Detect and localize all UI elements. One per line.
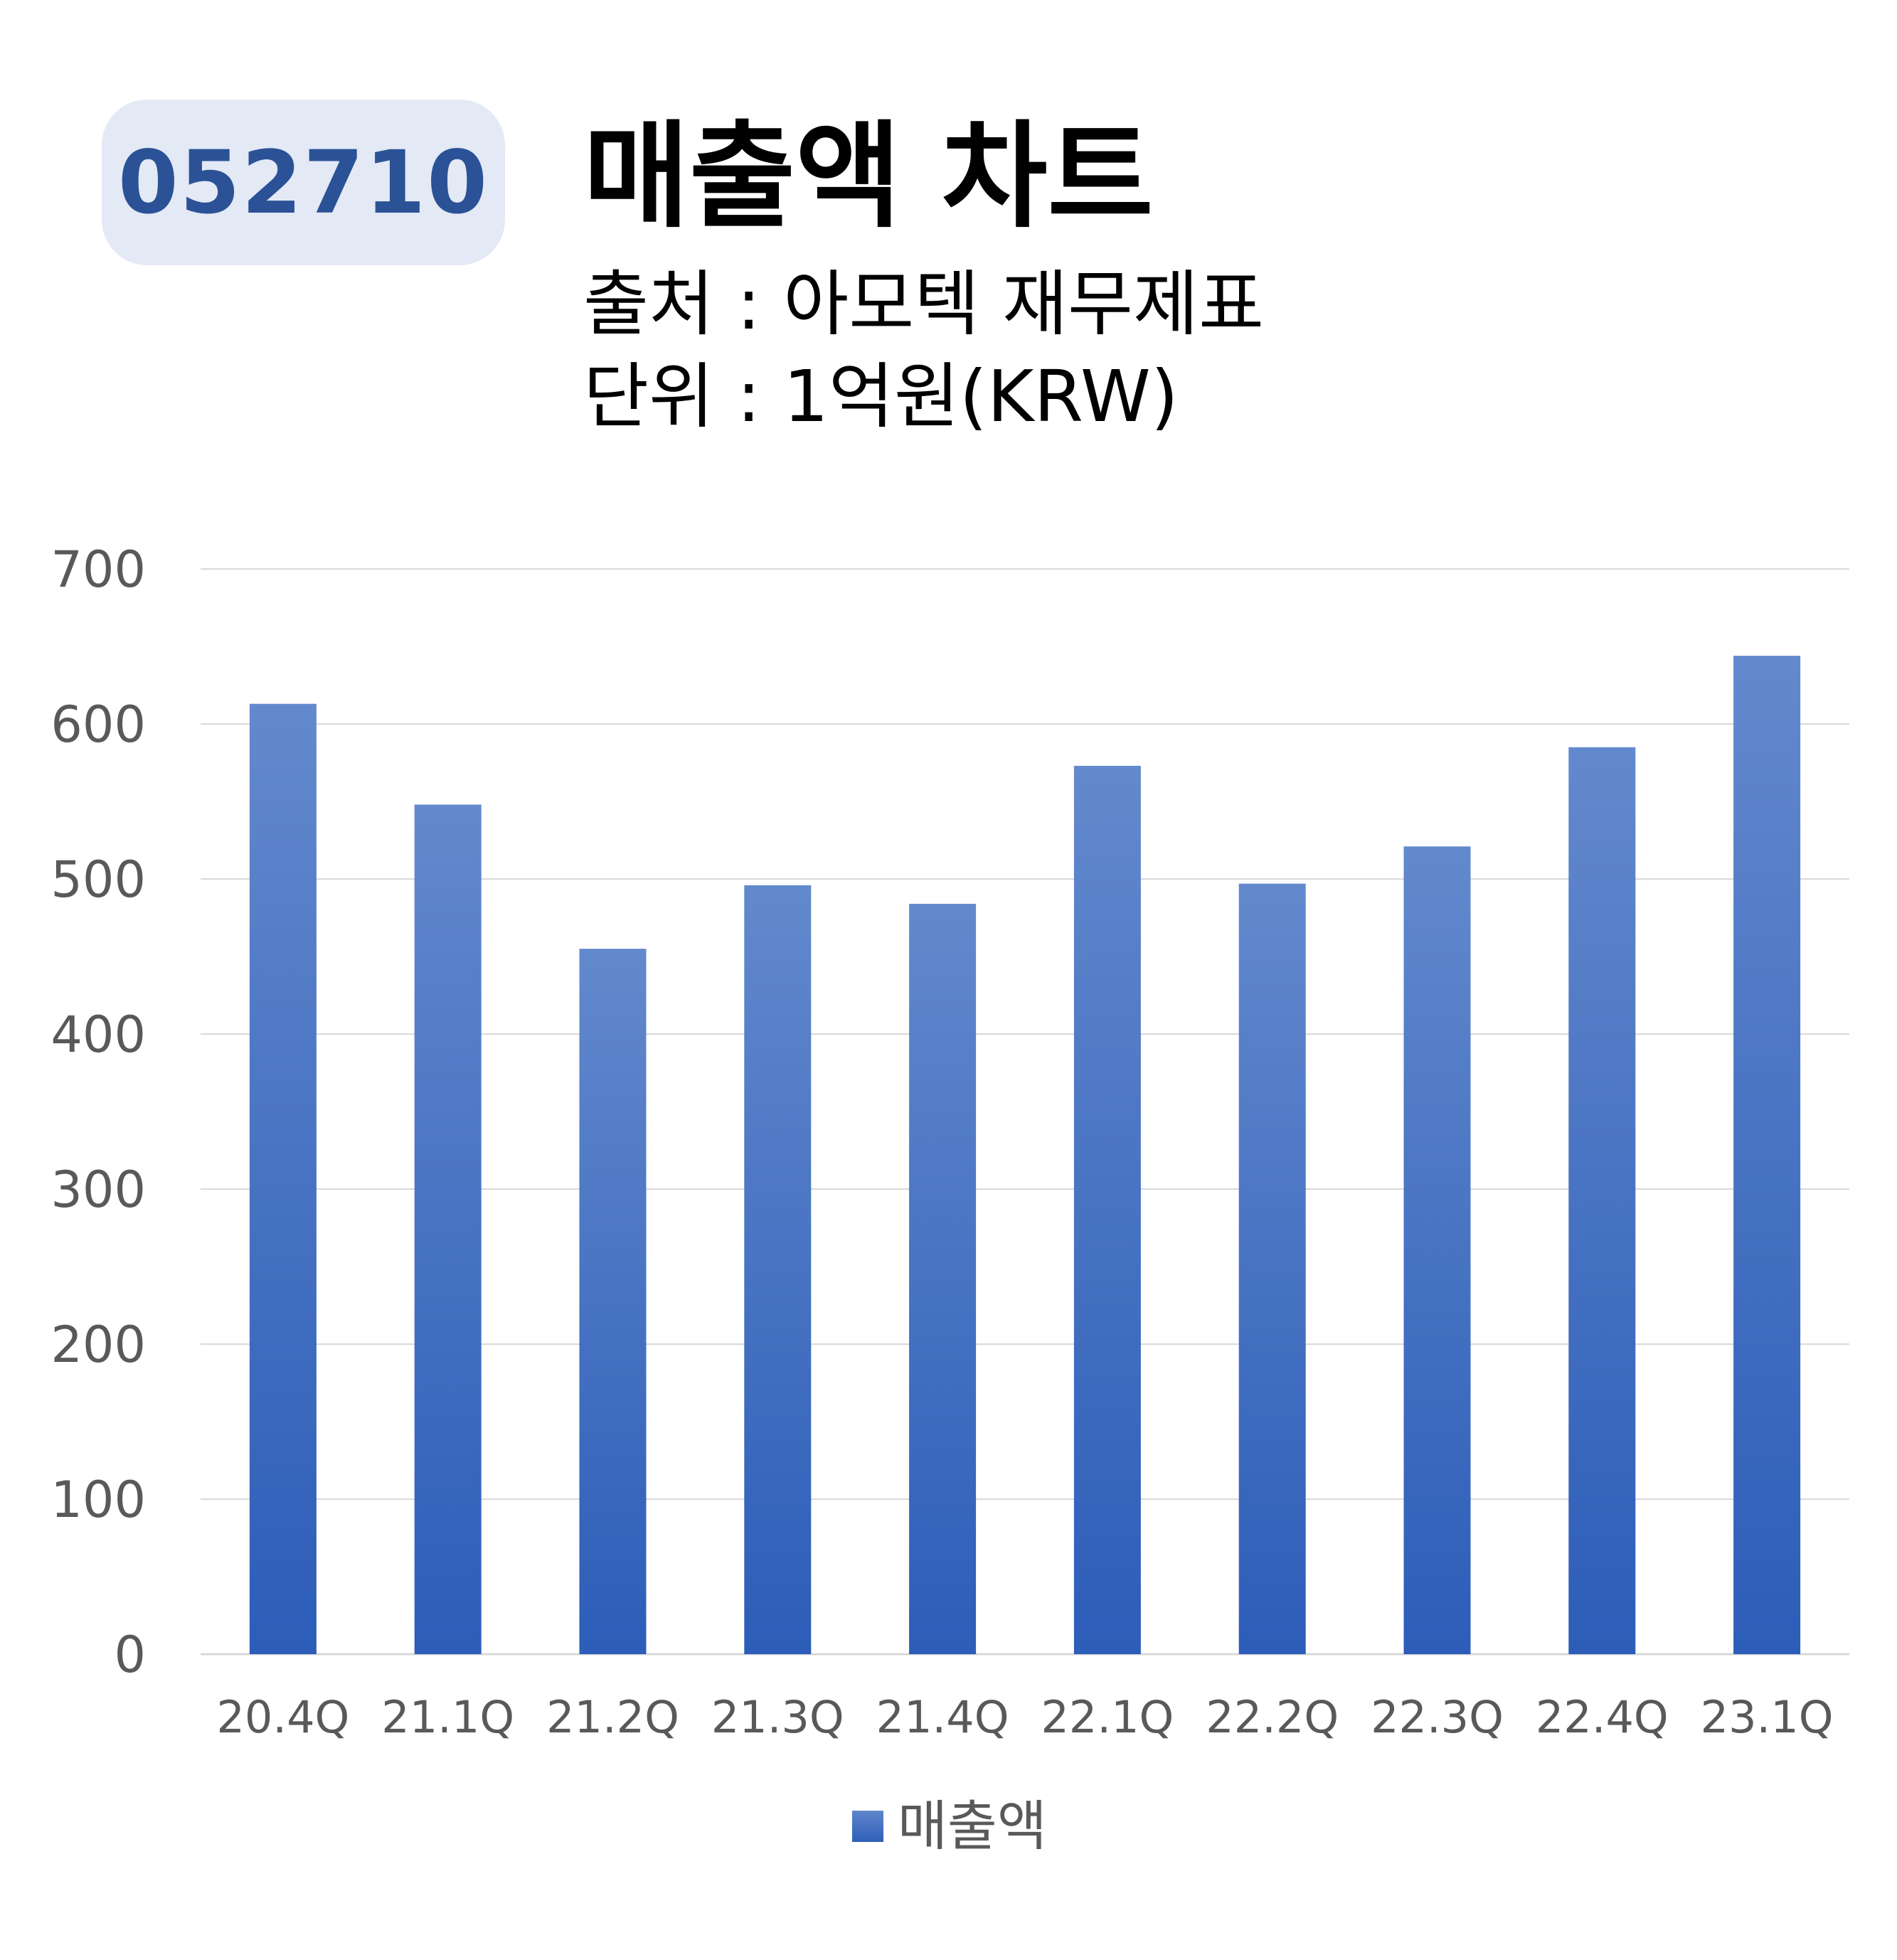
y-tick-label: 300	[51, 1161, 146, 1219]
legend: 매출액	[852, 1799, 1047, 1853]
source-note: 출처 : 아모텍 재무제표	[583, 262, 1265, 346]
y-axis: 0 100 200 300 400 500 600 700	[51, 540, 146, 1684]
y-tick-label: 600	[51, 696, 146, 754]
unit-note: 단위 : 1억원(KRW)	[583, 355, 1179, 438]
legend-swatch	[852, 1811, 883, 1842]
y-tick-label: 0	[114, 1626, 146, 1684]
x-tick-label: 22.2Q	[1206, 1691, 1339, 1743]
y-tick-label: 500	[51, 851, 146, 909]
bar	[1238, 883, 1306, 1654]
y-tick-label: 100	[51, 1471, 146, 1529]
ticker-badge: 052710	[102, 100, 505, 265]
bar	[1403, 846, 1471, 1654]
x-tick-label: 22.4Q	[1536, 1691, 1669, 1743]
bar	[249, 703, 317, 1655]
x-tick-label: 22.3Q	[1371, 1691, 1504, 1743]
bar	[909, 903, 977, 1654]
y-tick-label: 700	[51, 540, 146, 599]
legend-label: 매출액	[898, 1794, 1047, 1858]
x-tick-label: 21.1Q	[381, 1691, 514, 1743]
x-tick-label: 22.1Q	[1041, 1691, 1174, 1743]
bar	[744, 885, 812, 1654]
ticker-code: 052710	[117, 132, 489, 233]
bar	[1733, 656, 1801, 1654]
x-tick-label: 21.3Q	[711, 1691, 844, 1743]
y-tick-label: 400	[51, 1006, 146, 1064]
bar	[579, 949, 647, 1654]
bars	[249, 656, 1801, 1655]
chart-title: 매출액 차트	[583, 110, 1154, 244]
bar	[1568, 747, 1636, 1654]
x-axis: 20.4Q 21.1Q 21.2Q 21.3Q 21.4Q 22.1Q 22.2Q 22.3Q…	[216, 1691, 1833, 1743]
x-tick-label: 21.2Q	[546, 1691, 679, 1743]
x-tick-label: 23.1Q	[1701, 1691, 1834, 1743]
y-tick-label: 200	[51, 1316, 146, 1374]
bar	[414, 804, 482, 1654]
x-tick-label: 20.4Q	[216, 1691, 349, 1743]
bar	[1073, 765, 1141, 1654]
x-tick-label: 21.4Q	[876, 1691, 1009, 1743]
